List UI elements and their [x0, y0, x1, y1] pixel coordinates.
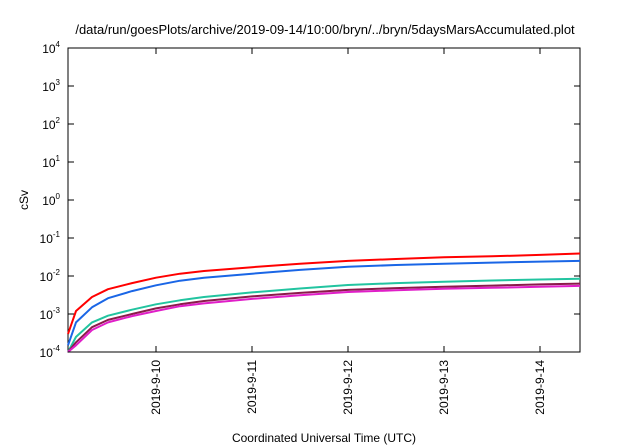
y-tick-label: 100	[42, 192, 60, 208]
chart-title: /data/run/goesPlots/archive/2019-09-14/1…	[75, 22, 575, 37]
y-tick-label: 10-4	[40, 344, 61, 360]
series-layer	[67, 252, 581, 353]
series-line-4	[67, 282, 581, 353]
x-tick-label: 2019-9-13	[437, 360, 451, 415]
x-tick-label: 2019-9-11	[245, 360, 259, 414]
x-axis-label: Coordinated Universal Time (UTC)	[232, 431, 416, 445]
y-tick-label: 10-1	[40, 230, 61, 246]
y-axis: 10-4 10-3 10-2 10-1 100 101 102 103 104	[40, 40, 580, 360]
series-line-3	[67, 277, 581, 353]
y-tick-label: 102	[42, 116, 60, 132]
y-tick-label: 101	[42, 154, 60, 170]
y-tick-label: 10-2	[40, 268, 61, 284]
y-tick-label: 104	[42, 40, 60, 56]
x-tick-label: 2019-9-10	[149, 360, 163, 415]
y-tick-label: 10-3	[40, 306, 61, 322]
x-tick-label: 2019-9-14	[533, 360, 547, 415]
x-axis: 2019-9-10 2019-9-11 2019-9-12 2019-9-13 2019…	[149, 48, 547, 415]
series-line-2	[67, 259, 581, 346]
series-line-1	[67, 252, 581, 335]
series-line-5	[67, 284, 581, 353]
y-tick-label: 103	[42, 78, 60, 94]
x-tick-label: 2019-9-12	[341, 360, 355, 415]
y-axis-label: cSv	[17, 190, 31, 210]
